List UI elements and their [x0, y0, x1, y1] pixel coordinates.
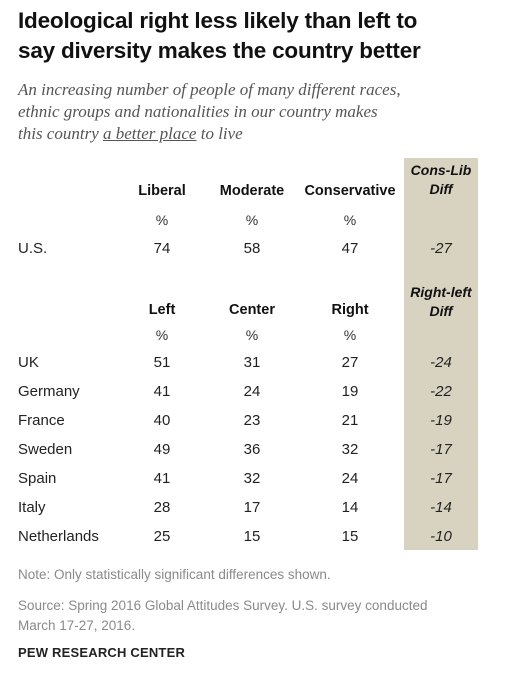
subtitle-line-1: An increasing number of people of many d…	[18, 80, 401, 99]
europe-value-cell: 51	[153, 354, 171, 371]
europe-value-cell: 25	[153, 528, 171, 545]
europe-diff-cell: -22	[430, 383, 452, 400]
europe-column-header: Left	[148, 302, 176, 318]
europe-value-cell: 41	[153, 470, 171, 487]
us-unit-label: %	[245, 212, 259, 228]
europe-column-header: Center	[229, 302, 275, 318]
europe-value-cell: 49	[153, 441, 171, 458]
europe-value-cell: 32	[341, 441, 359, 458]
source-line-1: Source: Spring 2016 Global Attitudes Sur…	[18, 598, 428, 613]
source-line-2: March 17-27, 2016.	[18, 618, 136, 633]
europe-value-cell: 19	[341, 383, 359, 400]
europe-value-cell: 14	[341, 499, 359, 516]
title-line-2: say diversity makes the country better	[18, 38, 421, 63]
europe-value-cell: 27	[341, 354, 359, 371]
us-diff-header: Cons-Lib Diff	[404, 161, 478, 199]
europe-diff-cell: -17	[430, 470, 452, 487]
europe-value-cell: 17	[243, 499, 261, 516]
europe-row-label: UK	[18, 354, 39, 371]
europe-row-label: France	[18, 412, 65, 429]
chart-title: Ideological right less likely than left …	[18, 6, 498, 66]
europe-unit-label: %	[245, 327, 259, 343]
us-diff-header-line-1: Cons-Lib	[410, 162, 472, 178]
europe-diff-header: Right-left Diff	[404, 283, 478, 321]
europe-unit-label: %	[155, 327, 169, 343]
subtitle-line-2: ethnic groups and nationalities in our c…	[18, 102, 378, 121]
chart-subtitle: An increasing number of people of many d…	[18, 79, 498, 145]
europe-value-cell: 15	[243, 528, 261, 545]
europe-row-label: Sweden	[18, 441, 73, 458]
us-unit-label: %	[343, 212, 357, 228]
europe-unit-label: %	[343, 327, 357, 343]
europe-diff-cell: -24	[430, 354, 452, 371]
us-value-cell: 47	[341, 240, 359, 257]
title-line-1: Ideological right less likely than left …	[18, 8, 418, 33]
us-unit-label: %	[155, 212, 169, 228]
europe-value-cell: 36	[243, 441, 261, 458]
europe-diff-header-line-1: Right-left	[410, 284, 472, 300]
subtitle-line-3-pre: this country	[18, 124, 103, 143]
subtitle-line-3: this country a better place to live	[18, 123, 498, 145]
us-row-label: U.S.	[18, 240, 48, 257]
brand-label: PEW RESEARCH CENTER	[18, 645, 186, 660]
subtitle-underlined-phrase: a better place	[103, 124, 197, 143]
europe-diff-header-line-2: Diff	[429, 303, 453, 319]
europe-value-cell: 41	[153, 383, 171, 400]
us-column-header: Liberal	[138, 183, 186, 199]
diff-column-band	[404, 158, 478, 550]
europe-value-cell: 32	[243, 470, 261, 487]
europe-value-cell: 31	[243, 354, 261, 371]
europe-row-label: Italy	[18, 499, 46, 516]
europe-value-cell: 24	[341, 470, 359, 487]
europe-diff-cell: -17	[430, 441, 452, 458]
us-column-header: Moderate	[219, 183, 285, 199]
us-column-header: Conservative	[304, 183, 396, 199]
europe-row-label: Germany	[18, 383, 80, 400]
europe-diff-cell: -14	[430, 499, 452, 516]
europe-value-cell: 15	[341, 528, 359, 545]
europe-diff-cell: -10	[430, 528, 452, 545]
europe-diff-cell: -19	[430, 412, 452, 429]
source-note: Source: Spring 2016 Global Attitudes Sur…	[18, 596, 498, 636]
europe-column-header: Right	[331, 302, 369, 318]
europe-value-cell: 24	[243, 383, 261, 400]
europe-row-label: Netherlands	[18, 528, 99, 545]
europe-value-cell: 40	[153, 412, 171, 429]
europe-row-label: Spain	[18, 470, 57, 487]
europe-value-cell: 21	[341, 412, 359, 429]
footnote: Note: Only statistically significant dif…	[18, 567, 331, 582]
us-diff-header-line-2: Diff	[429, 181, 453, 197]
us-value-cell: 74	[153, 240, 171, 257]
subtitle-line-3-post: to live	[196, 124, 243, 143]
us-value-cell: 58	[243, 240, 261, 257]
europe-value-cell: 23	[243, 412, 261, 429]
us-diff-cell: -27	[430, 240, 452, 257]
europe-value-cell: 28	[153, 499, 171, 516]
